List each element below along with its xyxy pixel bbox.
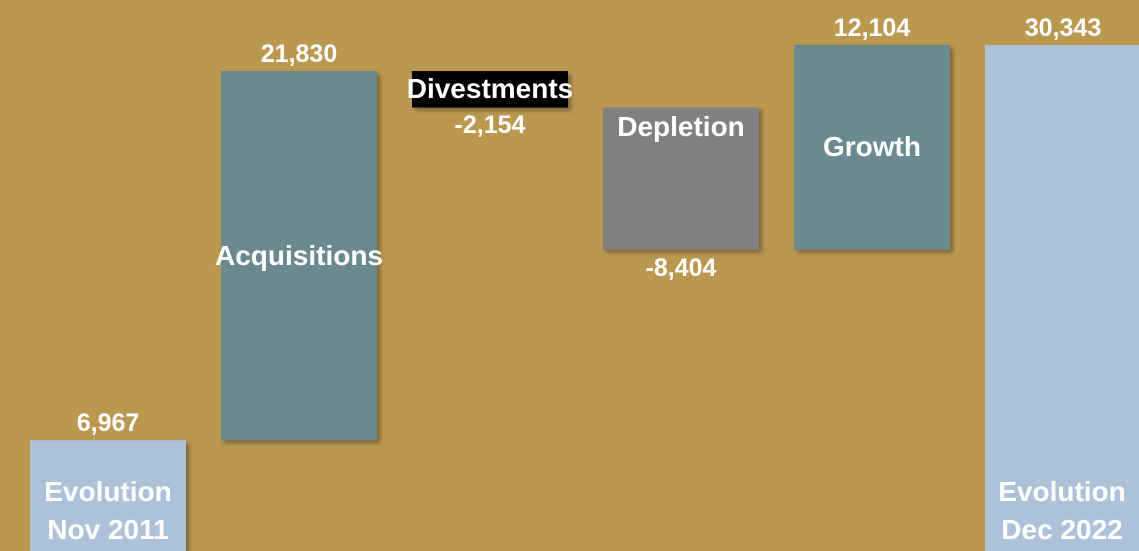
- value-label: -8,404: [645, 253, 717, 282]
- category-label: Depletion: [617, 111, 745, 143]
- category-label: Divestments: [406, 73, 574, 105]
- bar: [30, 440, 186, 551]
- value-label: 12,104: [833, 13, 911, 42]
- bar: [603, 107, 759, 250]
- bar: [221, 71, 377, 441]
- value-label: -2,154: [454, 111, 526, 140]
- bar: [794, 44, 950, 250]
- bar: [412, 71, 568, 108]
- category-label: Evolution Dec 2022: [998, 476, 1126, 545]
- bar: [985, 44, 1139, 551]
- category-label: Acquisitions: [214, 239, 383, 271]
- category-label: Growth: [823, 131, 921, 163]
- category-label: Evolution Nov 2011: [44, 476, 172, 545]
- value-label: 21,830: [260, 40, 338, 69]
- value-label: 30,343: [1024, 13, 1102, 42]
- value-label: 6,967: [76, 409, 140, 438]
